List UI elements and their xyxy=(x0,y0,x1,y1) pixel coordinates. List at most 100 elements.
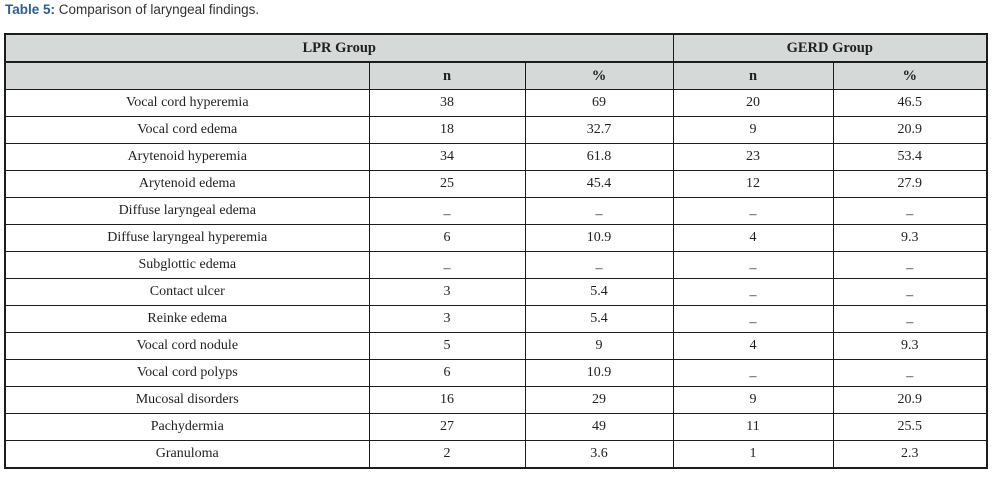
finding-cell: Vocal cord hyperemia xyxy=(4,89,370,117)
finding-cell: Granuloma xyxy=(4,440,370,469)
subheader-gerd-n: n xyxy=(672,61,834,90)
table-row: Diffuse laryngeal hyperemia 6 10.9 4 9.3 xyxy=(4,224,988,252)
value-cell: – xyxy=(524,251,674,279)
finding-cell: Vocal cord edema xyxy=(4,116,370,144)
value-cell: 6 xyxy=(368,359,526,387)
table-row: Arytenoid hyperemia 34 61.8 23 53.4 xyxy=(4,143,988,171)
finding-cell: Subglottic edema xyxy=(4,251,370,279)
table-row: Pachydermia 27 49 11 25.5 xyxy=(4,413,988,441)
value-cell: 5.4 xyxy=(524,305,674,333)
value-cell: 27 xyxy=(368,413,526,441)
table-row: Mucosal disorders 16 29 9 20.9 xyxy=(4,386,988,414)
table-row: Contact ulcer 3 5.4– – xyxy=(4,278,988,306)
subheader-lpr-pct: % xyxy=(524,61,674,90)
finding-cell: Arytenoid hyperemia xyxy=(4,143,370,171)
value-cell: 20 xyxy=(672,89,834,117)
value-cell: 9 xyxy=(524,332,674,360)
value-cell: – xyxy=(832,359,988,387)
value-cell: 46.5 xyxy=(832,89,988,117)
value-cell: – xyxy=(368,251,526,279)
value-cell: 2 xyxy=(368,440,526,469)
value-cell: 38 xyxy=(368,89,526,117)
subheader-lpr-n: n xyxy=(368,61,526,90)
value-cell: 11 xyxy=(672,413,834,441)
value-cell: – xyxy=(672,197,834,225)
value-cell: – xyxy=(672,305,834,333)
value-cell: 4 xyxy=(672,332,834,360)
laryngeal-findings-table: LPR Group GERD Group n % n % Vocal cord … xyxy=(4,33,989,469)
value-cell: 20.9 xyxy=(832,386,988,414)
subheader-empty xyxy=(4,61,370,90)
table-header: LPR Group GERD Group n % n % xyxy=(4,33,988,90)
finding-cell: Vocal cord polyps xyxy=(4,359,370,387)
value-cell: 49 xyxy=(524,413,674,441)
finding-cell: Diffuse laryngeal hyperemia xyxy=(4,224,370,252)
value-cell: 25.5 xyxy=(832,413,988,441)
value-cell: 6 xyxy=(368,224,526,252)
value-cell: 10.9 xyxy=(524,359,674,387)
subheader-row: n % n % xyxy=(4,61,988,90)
value-cell: 9 xyxy=(672,386,834,414)
table-row: Reinke edema 3 5.4– – xyxy=(4,305,988,333)
value-cell: 23 xyxy=(672,143,834,171)
value-cell: – xyxy=(368,197,526,225)
value-cell: 5.4 xyxy=(524,278,674,306)
group-header-row: LPR Group GERD Group xyxy=(4,33,988,63)
value-cell: – xyxy=(832,278,988,306)
table-row: Vocal cord hyperemia 38 69 20 46.5 xyxy=(4,89,988,117)
finding-cell: Pachydermia xyxy=(4,413,370,441)
table-row: Diffuse laryngeal edema – – – – xyxy=(4,197,988,225)
value-cell: – xyxy=(832,251,988,279)
value-cell: 53.4 xyxy=(832,143,988,171)
table-caption-label: Table 5: xyxy=(5,2,56,17)
finding-cell: Contact ulcer xyxy=(4,278,370,306)
value-cell: 69 xyxy=(524,89,674,117)
finding-cell: Reinke edema xyxy=(4,305,370,333)
value-cell: 27.9 xyxy=(832,170,988,198)
value-cell: 16 xyxy=(368,386,526,414)
value-cell: – xyxy=(524,197,674,225)
subheader-gerd-pct: % xyxy=(832,61,988,90)
value-cell: 2.3 xyxy=(832,440,988,469)
value-cell: – xyxy=(832,197,988,225)
value-cell: 29 xyxy=(524,386,674,414)
table-caption: Table 5: Comparison of laryngeal finding… xyxy=(5,2,259,18)
value-cell: 45.4 xyxy=(524,170,674,198)
value-cell: 10.9 xyxy=(524,224,674,252)
table-row: Arytenoid edema 25 45.4 12 27.9 xyxy=(4,170,988,198)
value-cell: – xyxy=(672,251,834,279)
table-row: Vocal cord polyps 6 10.9– – xyxy=(4,359,988,387)
value-cell: 18 xyxy=(368,116,526,144)
value-cell: – xyxy=(832,305,988,333)
value-cell: 3.6 xyxy=(524,440,674,469)
finding-cell: Mucosal disorders xyxy=(4,386,370,414)
value-cell: 9.3 xyxy=(832,224,988,252)
value-cell: 34 xyxy=(368,143,526,171)
finding-cell: Vocal cord nodule xyxy=(4,332,370,360)
value-cell: 4 xyxy=(672,224,834,252)
finding-cell: Diffuse laryngeal edema xyxy=(4,197,370,225)
table-row: Vocal cord edema 18 32.7 9 20.9 xyxy=(4,116,988,144)
table-body: Vocal cord hyperemia 38 69 20 46.5 Vocal cord… xyxy=(4,89,988,469)
value-cell: 3 xyxy=(368,305,526,333)
value-cell: 3 xyxy=(368,278,526,306)
value-cell: 1 xyxy=(672,440,834,469)
value-cell: 32.7 xyxy=(524,116,674,144)
value-cell: 5 xyxy=(368,332,526,360)
table-row: Granuloma 2 3.6 1 2.3 xyxy=(4,440,988,469)
value-cell: 20.9 xyxy=(832,116,988,144)
value-cell: – xyxy=(672,359,834,387)
group-header-gerd: GERD Group xyxy=(672,33,988,63)
table-row: Subglottic edema – – – – xyxy=(4,251,988,279)
value-cell: 9 xyxy=(672,116,834,144)
group-header-lpr: LPR Group xyxy=(4,33,674,63)
value-cell: – xyxy=(672,278,834,306)
finding-cell: Arytenoid edema xyxy=(4,170,370,198)
value-cell: 25 xyxy=(368,170,526,198)
value-cell: 12 xyxy=(672,170,834,198)
value-cell: 61.8 xyxy=(524,143,674,171)
table-row: Vocal cord nodule 5 9 4 9.3 xyxy=(4,332,988,360)
table-caption-text: Comparison of laryngeal findings. xyxy=(58,2,260,17)
value-cell: 9.3 xyxy=(832,332,988,360)
